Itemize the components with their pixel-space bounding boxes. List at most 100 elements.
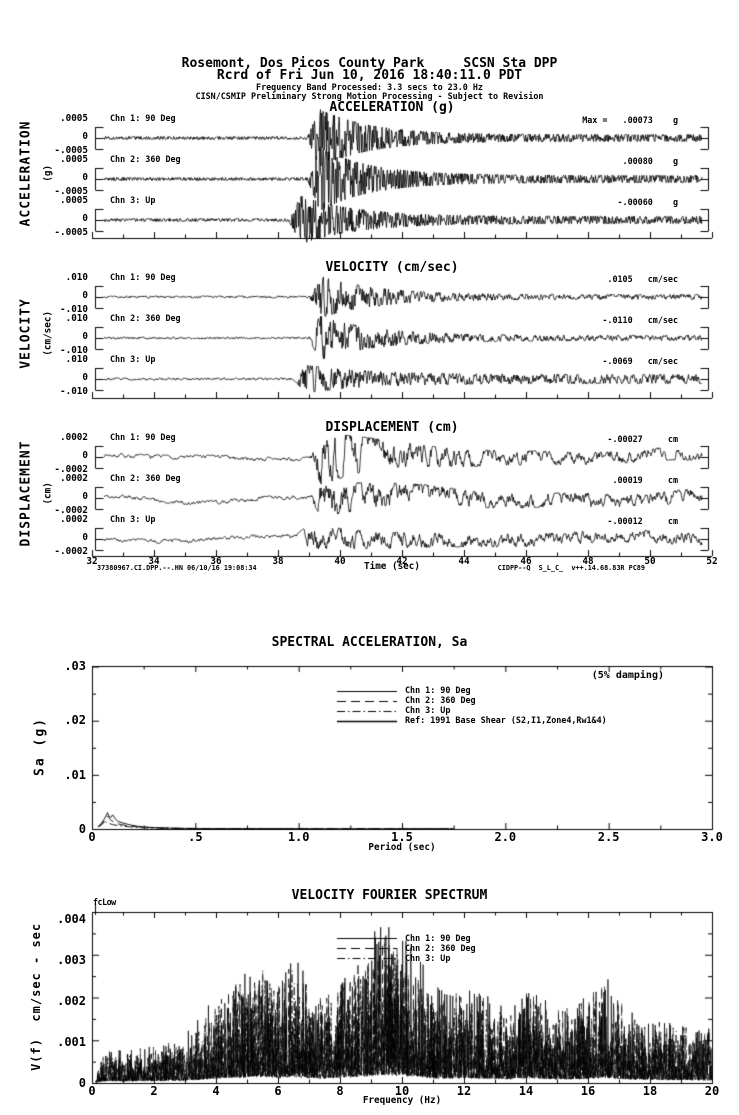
fourier-chart-title: VELOCITY FOURIER SPECTRUM [291,888,488,903]
fourier-x-tick-label: 18 [642,1084,658,1098]
amplitude-zero-label: 0 [82,491,88,502]
sa-legend-entry-ref: Ref: 1991 Base Shear (S2,I1,Zone4,Rw1&4) [405,715,607,725]
header-processing-line: CISN/CSMIP Preliminary Strong Motion Pro… [195,91,544,101]
amplitude-zero-label: 0 [82,331,88,342]
sa-x-tick-label: 1.5 [391,830,413,844]
time-tick-label: 36 [210,556,222,567]
channel-label: Chn 3: Up [110,354,156,364]
amplitude-tick-label: -.010 [60,386,88,397]
fc-low-marker-label: fcLow [93,897,116,907]
displacement-title: DISPLACEMENT (cm) [325,420,459,435]
fourier-x-tick-label: 12 [456,1084,472,1098]
fourier-x-tick-label: 4 [212,1084,220,1098]
amplitude-tick-label: .0005 [60,154,88,165]
peak-annotation: .00019 cm [612,475,678,485]
sa-x-tick-label: 2.0 [494,830,517,844]
channel-label: Chn 3: Up [110,195,156,205]
fourier-y-tick-label: .001 [57,1035,86,1049]
amplitude-tick-label: -.0005 [54,227,88,238]
processing-code-text: CIDPP--Q S_L_C_ v++.14.68.83R PC89 [497,564,645,572]
channel-label: Chn 1: 90 Deg [110,432,176,442]
amplitude-tick-label: -.0005 [54,145,88,156]
amplitude-zero-label: 0 [82,532,88,543]
channel-label: Chn 2: 360 Deg [110,154,181,164]
time-tick-label: 42 [396,556,408,567]
amplitude-tick-label: .0002 [60,473,88,484]
time-tick-label: 46 [520,556,532,567]
peak-annotation: .0105 cm/sec [607,274,678,284]
time-tick-label: 34 [148,556,160,567]
sa-x-tick-label: 2.5 [597,830,620,844]
velocity-title: VELOCITY (cm/sec) [325,260,459,275]
amplitude-tick-label: -.0005 [54,186,88,197]
sa-legend-entry-ch2: Chn 2: 360 Deg [405,695,476,705]
peak-annotation: .00080 g [622,156,678,166]
channel-label: Chn 2: 360 Deg [110,313,181,323]
sa-y-tick-label: .03 [64,659,86,673]
fourier-legend-entry-ch2: Chn 2: 360 Deg [405,943,476,953]
sa-legend-entry-ch3: Chn 3: Up [405,705,451,715]
amplitude-tick-label: -.010 [60,304,88,315]
sa-x-axis-label: Period (sec) [368,842,436,853]
channel-label: Chn 2: 360 Deg [110,473,181,483]
amplitude-tick-label: -.0002 [54,464,88,475]
peak-annotation: Max = .00073 g [582,115,678,125]
sa-y-axis-label: Sa (g) [32,716,48,776]
time-tick-label: 32 [86,556,98,567]
peak-annotation: -.00012 cm [607,516,678,526]
fourier-y-tick-label: .003 [57,953,86,967]
sa-x-tick-label: 3.0 [701,830,723,844]
fourier-legend-entry-ch3: Chn 3: Up [405,953,451,963]
sa-y-tick-label: .02 [64,713,86,728]
fourier-legend-entry-ch1: Chn 1: 90 Deg [405,933,471,943]
sa-y-tick-label: .01 [64,767,86,782]
fourier-y-tick-label: .004 [57,912,86,926]
header-band-line: Frequency Band Processed: 3.3 secs to 23… [256,82,483,92]
amplitude-tick-label: .0005 [60,195,88,206]
fourier-x-tick-label: 10 [394,1084,410,1098]
header-station-line: Rosemont, Dos Picos County Park SCSN Sta… [181,56,558,71]
fourier-x-tick-label: 20 [704,1084,720,1098]
amplitude-zero-label: 0 [82,450,88,461]
amplitude-zero-label: 0 [82,131,88,142]
fourier-y-tick-label: 0 [78,1076,86,1090]
peak-annotation: -.0110 cm/sec [602,315,678,325]
fourier-x-tick-label: 0 [88,1084,96,1098]
time-tick-label: 48 [582,556,594,567]
amplitude-zero-label: 0 [82,290,88,301]
amplitude-tick-label: -.0002 [54,546,88,557]
fourier-x-tick-label: 2 [150,1084,158,1098]
amplitude-tick-label: .0005 [60,113,88,124]
channel-label: Chn 3: Up [110,514,156,524]
amplitude-tick-label: .010 [65,313,88,324]
sa-y-tick-label: 0 [78,822,86,836]
time-tick-label: 50 [644,556,656,567]
amplitude-tick-label: .0002 [60,514,88,525]
amplitude-tick-label: .010 [65,272,88,283]
amplitude-zero-label: 0 [82,172,88,183]
fourier-y-tick-label: .002 [57,994,86,1008]
amplitude-tick-label: -.0002 [54,505,88,516]
amplitude-tick-label: -.010 [60,345,88,356]
amplitude-tick-label: .0002 [60,432,88,443]
amplitude-zero-label: 0 [82,372,88,383]
sa-x-tick-label: 1.0 [287,830,310,844]
sa-legend-entry-ch1: Chn 1: 90 Deg [405,685,471,695]
time-axis-label: Time (sec) [364,561,420,572]
channel-label: Chn 1: 90 Deg [110,113,176,123]
peak-annotation: -.00060 g [617,197,678,207]
sa-chart-title: SPECTRAL ACCELERATION, Sa [271,635,468,650]
acceleration-title: ACCELERATION (g) [329,100,455,115]
sa-x-tick-label: 0 [88,830,96,844]
peak-annotation: -.00027 cm [607,434,678,444]
time-tick-label: 52 [706,556,718,567]
fourier-x-tick-label: 16 [580,1084,596,1098]
time-tick-label: 40 [334,556,346,567]
fourier-x-axis-label: Frequency (Hz) [362,1095,442,1106]
channel-label: Chn 1: 90 Deg [110,272,176,282]
header-record-line: Rcrd of Fri Jun 10, 2016 18:40:11.0 PDT [216,68,523,83]
damping-note: (5% damping) [591,670,664,681]
time-tick-label: 38 [272,556,284,567]
